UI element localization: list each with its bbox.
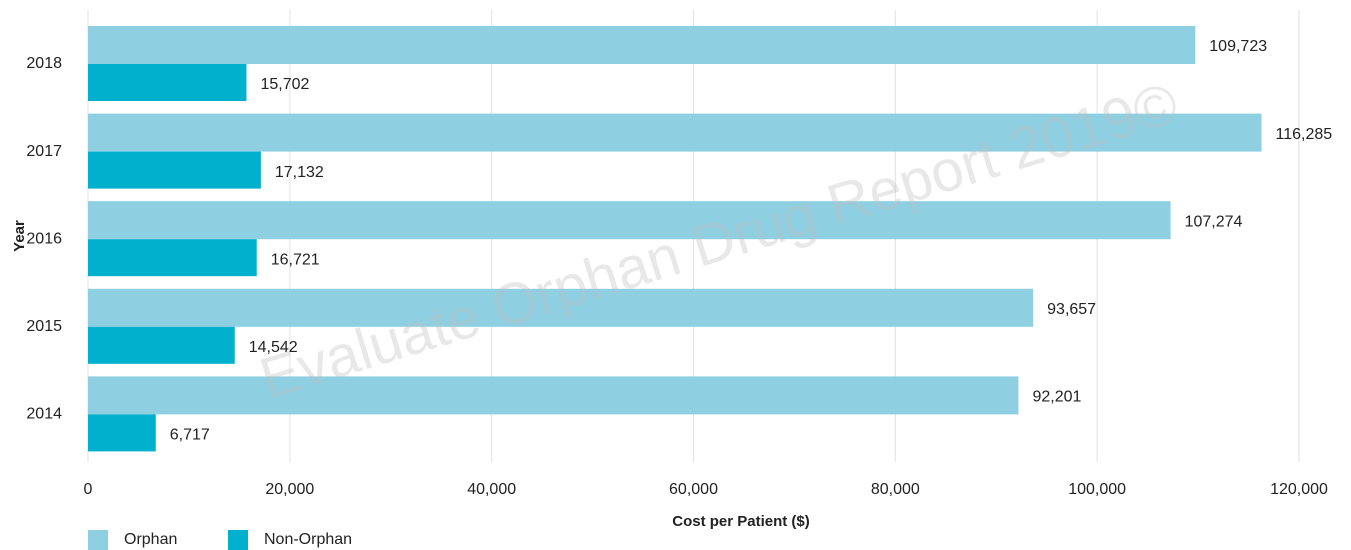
y-tick-label: 2014 [26,406,62,423]
bar [88,64,247,101]
data-label: 93,657 [1047,301,1096,318]
x-tick-label: 20,000 [265,481,314,498]
bar [88,113,1262,152]
bar [88,414,156,452]
legend-swatch [88,530,108,550]
x-tick-label: 40,000 [467,481,516,498]
data-label: 109,723 [1209,38,1267,55]
x-axis-title: Cost per Patient ($) [672,513,810,530]
x-tick-label: 60,000 [669,481,718,498]
bar [88,239,257,277]
data-label: 14,542 [249,339,298,356]
data-label: 6,717 [170,427,210,444]
bar [88,26,1196,64]
bar [88,288,1034,327]
data-label: 92,201 [1032,389,1081,406]
x-tick-label: 100,000 [1068,481,1126,498]
y-tick-label: 2015 [26,318,62,335]
data-label: 116,285 [1276,126,1333,143]
bar [88,201,1171,240]
legend-label: Non-Orphan [264,531,352,548]
legend-label: Orphan [124,531,177,548]
legend-swatch [228,530,248,550]
data-label: 15,702 [260,76,309,93]
bar [88,326,235,364]
data-label: 107,274 [1185,213,1243,230]
y-axis-title: Year [11,220,28,252]
bar [88,376,1019,415]
y-tick-label: 2018 [26,55,62,72]
data-label: 17,132 [275,164,324,181]
x-tick-label: 120,000 [1270,481,1328,498]
data-label: 16,721 [271,251,320,268]
y-tick-label: 2017 [26,143,62,160]
x-tick-label: 80,000 [871,481,920,498]
x-tick-label: 0 [84,481,93,498]
y-tick-label: 2016 [26,230,62,247]
bar [88,151,261,189]
